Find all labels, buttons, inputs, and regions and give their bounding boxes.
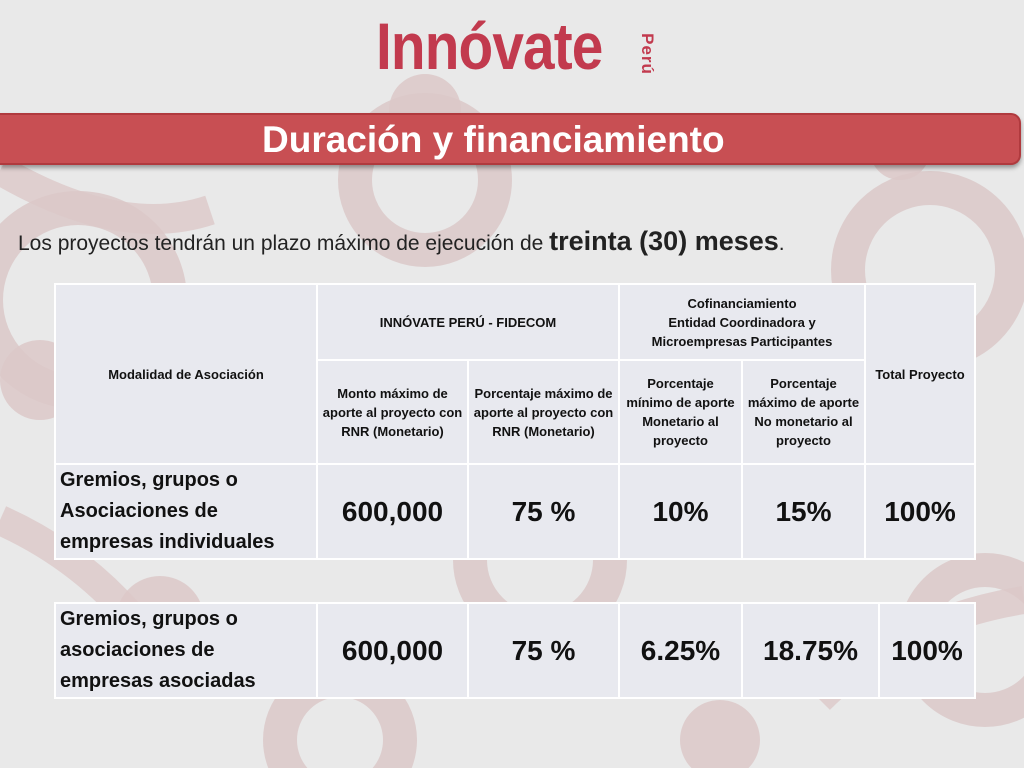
logo-country-text: Perú	[637, 33, 657, 75]
row-label: Gremios, grupos o asociaciones de empres…	[54, 602, 318, 699]
funding-table: Modalidad de Asociación INNÓVATE PERÚ - …	[54, 283, 976, 560]
header-porcentaje-maximo: Porcentaje máximo de aporte al proyecto …	[467, 359, 620, 465]
table-row: Gremios, grupos o Asociaciones de empres…	[54, 463, 976, 560]
table-row: Gremios, grupos o asociaciones de empres…	[54, 602, 976, 699]
cell-porcentaje-maximo: 75 %	[467, 463, 620, 560]
header-cofinanciamiento: Cofinanciamiento Entidad Coordinadora y …	[618, 283, 866, 361]
intro-suffix: .	[778, 232, 785, 255]
cell-monto: 600,000	[316, 463, 469, 560]
cell-total: 100%	[878, 602, 976, 699]
cell-no-monetario: 18.75%	[741, 602, 880, 699]
funding-table-associated: Gremios, grupos o asociaciones de empres…	[54, 602, 976, 699]
cell-porcentaje-maximo: 75 %	[467, 602, 620, 699]
intro-text: Los proyectos tendrán un plazo máximo de…	[18, 226, 785, 257]
slide-title: Duración y financiamiento	[262, 119, 725, 160]
intro-prefix: Los proyectos tendrán un plazo máximo de…	[18, 232, 550, 255]
header-innovate-fidecom: INNÓVATE PERÚ - FIDECOM	[316, 283, 620, 361]
intro-emphasis: treinta (30) meses	[549, 226, 779, 256]
logo-country: Perú	[624, 20, 664, 80]
title-banner: Duración y financiamiento	[0, 113, 1021, 165]
header-monto-maximo: Monto máximo de aporte al proyecto con R…	[316, 359, 469, 465]
innovate-peru-logo: Innóvate Perú	[372, 8, 662, 88]
row-label: Gremios, grupos o Asociaciones de empres…	[54, 463, 318, 560]
cell-monetario: 6.25%	[618, 602, 743, 699]
logo-wordmark: Innóvate	[376, 9, 603, 83]
cell-total: 100%	[864, 463, 976, 560]
header-porcentaje-maximo-no-monetario: Porcentaje máximo de aporte No monetario…	[741, 359, 866, 465]
cell-no-monetario: 15%	[741, 463, 866, 560]
cell-monto: 600,000	[316, 602, 469, 699]
cell-monetario: 10%	[618, 463, 743, 560]
header-porcentaje-minimo-monetario: Porcentaje mínimo de aporte Monetario al…	[618, 359, 743, 465]
header-modalidad: Modalidad de Asociación	[54, 283, 318, 465]
header-total-proyecto: Total Proyecto	[864, 283, 976, 465]
